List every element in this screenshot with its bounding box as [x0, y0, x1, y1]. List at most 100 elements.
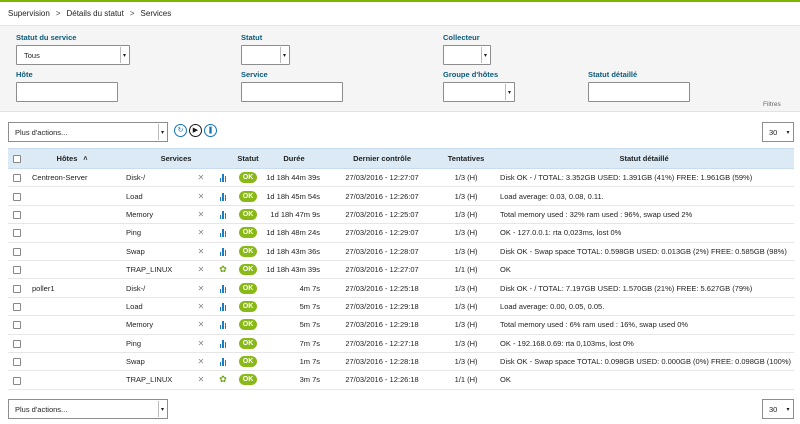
host-name[interactable] — [26, 205, 118, 223]
table-row[interactable]: poller1 Disk-/ ✕ OK 4m 7s 27/03/2016 - 12:25:… — [8, 279, 795, 298]
breadcrumb-item-supervision[interactable]: Supervision — [8, 9, 50, 18]
column-header-last-check[interactable]: Dernier contrôle — [326, 148, 439, 169]
host-input[interactable] — [16, 82, 118, 102]
attempts: 1/3 (H) — [454, 357, 478, 367]
row-checkbox[interactable] — [13, 339, 21, 348]
service-name[interactable]: Ping — [126, 338, 142, 348]
collector-label: Collecteur — [443, 33, 480, 42]
row-checkbox[interactable] — [13, 376, 21, 385]
host-name[interactable] — [26, 242, 118, 260]
host-name[interactable] — [26, 352, 118, 370]
detailed-status-input[interactable] — [588, 82, 690, 102]
service-name[interactable]: TRAP_LINUX — [126, 265, 173, 275]
filters-toggle-button[interactable]: Filtres — [763, 101, 781, 108]
row-checkbox[interactable] — [13, 174, 21, 183]
play-icon[interactable]: ▶ — [189, 124, 202, 137]
graph-icon[interactable] — [219, 192, 227, 201]
table-row[interactable]: Load ✕ OK 1d 18h 45m 54s 27/03/2016 - 12:26:… — [8, 187, 795, 206]
service-name[interactable]: TRAP_LINUX — [126, 375, 173, 385]
breadcrumb-item-status-details[interactable]: Détails du statut — [66, 9, 124, 18]
service-name[interactable]: Memory — [126, 320, 154, 330]
service-status-select[interactable]: Tous ▾ — [16, 45, 130, 65]
status-badge: OK — [239, 172, 258, 184]
host-name[interactable]: Centreon-Server — [32, 173, 88, 183]
notifications-disabled-icon: ✕ — [197, 320, 205, 330]
breadcrumb-item-services[interactable]: Services — [140, 9, 172, 18]
graph-icon[interactable] — [219, 174, 227, 183]
table-row[interactable]: Ping ✕ OK 7m 7s 27/03/2016 - 12:27:18 1/3 (H)… — [8, 334, 795, 353]
host-name[interactable] — [26, 297, 118, 315]
more-actions-select-bottom[interactable]: Plus d'actions... ▾ — [8, 399, 168, 419]
hostgroup-select[interactable]: ▾ — [443, 82, 515, 102]
table-row[interactable]: Load ✕ OK 5m 7s 27/03/2016 - 12:29:18 1/3 (H)… — [8, 297, 795, 316]
host-name[interactable] — [26, 260, 118, 278]
table-row[interactable]: Swap ✕ OK 1m 7s 27/03/2016 - 12:28:18 1/3 (H)… — [8, 352, 795, 371]
column-header-attempts[interactable]: Tentatives — [438, 148, 495, 169]
table-row[interactable]: Memory ✕ OK 1d 18h 47m 9s 27/03/2016 - 12:25… — [8, 205, 795, 224]
service-name[interactable]: Load — [126, 301, 143, 311]
refresh-icon[interactable]: ↻ — [174, 124, 187, 137]
table-row[interactable]: Ping ✕ OK 1d 18h 48m 24s 27/03/2016 - 12:29:… — [8, 224, 795, 243]
graph-icon[interactable] — [219, 229, 227, 238]
status-badge: OK — [239, 282, 258, 294]
leaf-icon[interactable]: ✿ — [219, 374, 227, 385]
column-header-status[interactable]: Statut — [234, 148, 263, 169]
table-row[interactable]: Centreon-Server Disk-/ ✕ OK 1d 18h 44m 39s 27… — [8, 169, 795, 187]
collector-select[interactable]: ▾ — [443, 45, 491, 65]
service-name[interactable]: Disk-/ — [126, 283, 146, 293]
host-name[interactable] — [26, 224, 118, 242]
row-checkbox[interactable] — [13, 321, 21, 330]
row-checkbox[interactable] — [13, 192, 21, 201]
filter-panel: Statut du service Tous ▾ Statut ▾ Collec… — [0, 25, 800, 112]
service-name[interactable]: Swap — [126, 357, 145, 367]
service-input[interactable] — [241, 82, 343, 102]
graph-icon[interactable] — [219, 302, 227, 311]
duration: 3m 7s — [299, 375, 321, 385]
select-all-checkbox[interactable] — [13, 155, 21, 163]
graph-cell — [212, 205, 234, 223]
column-header-services[interactable]: Services — [118, 148, 235, 169]
status-select[interactable]: ▾ — [241, 45, 290, 65]
more-actions-select-top[interactable]: Plus d'actions... ▾ — [8, 122, 168, 142]
leaf-icon[interactable]: ✿ — [219, 264, 227, 275]
row-checkbox[interactable] — [13, 284, 21, 293]
column-header-detailed-status[interactable]: Statut détaillé — [494, 148, 795, 169]
row-checkbox[interactable] — [13, 302, 21, 311]
row-checkbox[interactable] — [13, 247, 21, 256]
more-actions-label: Plus d'actions... — [15, 128, 68, 137]
service-name[interactable]: Swap — [126, 246, 145, 256]
column-header-hosts[interactable]: Hôtes ˄ — [26, 148, 118, 169]
mute-cell: ✕ — [190, 224, 212, 242]
table-row[interactable]: TRAP_LINUX ✕ ✿ OK 1d 18h 43m 39s 27/03/2016 -… — [8, 260, 795, 279]
duration: 5m 7s — [299, 301, 321, 311]
page-size-select-bottom[interactable]: 30 ▾ — [762, 399, 794, 419]
host-name[interactable] — [26, 334, 118, 352]
row-checkbox[interactable] — [13, 229, 21, 238]
service-name[interactable]: Memory — [126, 209, 154, 219]
duration: 1d 18h 43m 39s — [266, 265, 321, 275]
row-checkbox[interactable] — [13, 266, 21, 275]
row-checkbox[interactable] — [13, 210, 21, 219]
pause-icon[interactable]: ❚ — [204, 124, 217, 137]
graph-icon[interactable] — [219, 321, 227, 330]
host-name[interactable] — [26, 316, 118, 334]
host-name[interactable] — [26, 187, 118, 205]
table-row[interactable]: Memory ✕ OK 5m 7s 27/03/2016 - 12:29:18 1/3 (… — [8, 316, 795, 335]
column-header-duration[interactable]: Durée — [262, 148, 327, 169]
host-name[interactable]: poller1 — [32, 283, 55, 293]
graph-icon[interactable] — [219, 339, 227, 348]
row-checkbox[interactable] — [13, 358, 21, 367]
host-name[interactable] — [26, 371, 118, 389]
service-name[interactable]: Load — [126, 191, 143, 201]
table-row[interactable]: TRAP_LINUX ✕ ✿ OK 3m 7s 27/03/2016 - 12:26:18… — [8, 371, 795, 390]
graph-icon[interactable] — [219, 210, 227, 219]
graph-icon[interactable] — [219, 284, 227, 293]
service-name[interactable]: Ping — [126, 228, 142, 238]
table-row[interactable]: Swap ✕ OK 1d 18h 43m 36s 27/03/2016 - 12:28:… — [8, 242, 795, 261]
more-actions-label: Plus d'actions... — [15, 405, 68, 414]
page-size-select-top[interactable]: 30 ▾ — [762, 122, 794, 142]
top-accent-bar — [0, 0, 800, 2]
graph-icon[interactable] — [219, 358, 227, 367]
graph-icon[interactable] — [219, 247, 227, 256]
service-name[interactable]: Disk-/ — [126, 173, 146, 183]
